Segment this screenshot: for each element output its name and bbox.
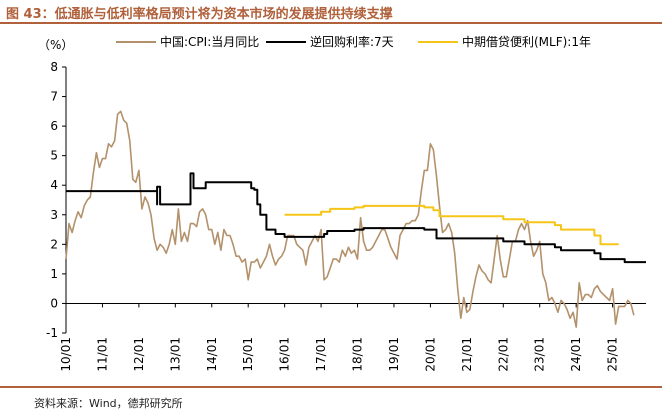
y-tick-label: 6 [50, 119, 58, 133]
y-tick-label: 0 [50, 296, 58, 310]
chart-title: 图 43：低通胀与低利率格局预计将为资本市场的发展提供持续支撑 [6, 7, 393, 22]
y-tick-label: 5 [50, 149, 58, 163]
x-tick-label: 23/01 [533, 337, 547, 372]
x-tick-label: 18/01 [351, 337, 365, 372]
legend-label: 逆回购利率:7天 [310, 34, 394, 49]
x-tick-label: 21/01 [460, 337, 474, 372]
y-tick-label: -1 [46, 326, 58, 340]
x-tick-label: 20/01 [423, 337, 437, 372]
x-tick-label: 10/01 [59, 337, 73, 372]
x-tick-label: 12/01 [132, 337, 146, 372]
x-axis: 10/01 11/01 12/01 13/01 14/01 15/01 16/01 17/01… [59, 302, 646, 372]
y-tick-label: 2 [50, 237, 58, 251]
source-note: 资料来源：Wind，德邦研究所 [34, 397, 183, 410]
reverse-repo-7d-line [66, 172, 646, 264]
legend: 中国:CPI:当月同比 逆回购利率:7天 中期借贷便利(MLF):1年 [116, 34, 591, 49]
x-tick-label: 19/01 [387, 337, 401, 372]
y-tick-label: 7 [50, 90, 58, 104]
x-tick-label: 22/01 [496, 337, 510, 372]
y-tick-label: 1 [50, 267, 58, 281]
x-tick-label: 13/01 [168, 337, 182, 372]
x-tick-label: 25/01 [606, 337, 620, 372]
legend-label: 中期借贷便利(MLF):1年 [462, 34, 591, 49]
x-tick-label: 15/01 [241, 337, 255, 372]
cpi-line [65, 110, 635, 328]
y-tick-label: 8 [50, 60, 58, 74]
x-tick-label: 14/01 [205, 337, 219, 372]
mlf-1y-line [284, 204, 619, 246]
y-unit-label: （%） [38, 38, 73, 52]
x-tick-label: 11/01 [95, 337, 109, 372]
legend-label: 中国:CPI:当月同比 [160, 34, 259, 49]
source-rule [0, 386, 662, 388]
title-bar: 图 43：低通胀与低利率格局预计将为资本市场的发展提供持续支撑 [0, 0, 662, 24]
plot-area [65, 110, 646, 328]
x-tick-label: 24/01 [569, 337, 583, 372]
y-tick-label: 3 [50, 208, 58, 222]
x-tick-label: 17/01 [314, 337, 328, 372]
y-axis: -1 0 1 2 3 4 5 6 7 8 [46, 60, 67, 340]
y-tick-label: 4 [50, 178, 58, 192]
x-tick-label: 16/01 [278, 337, 292, 372]
